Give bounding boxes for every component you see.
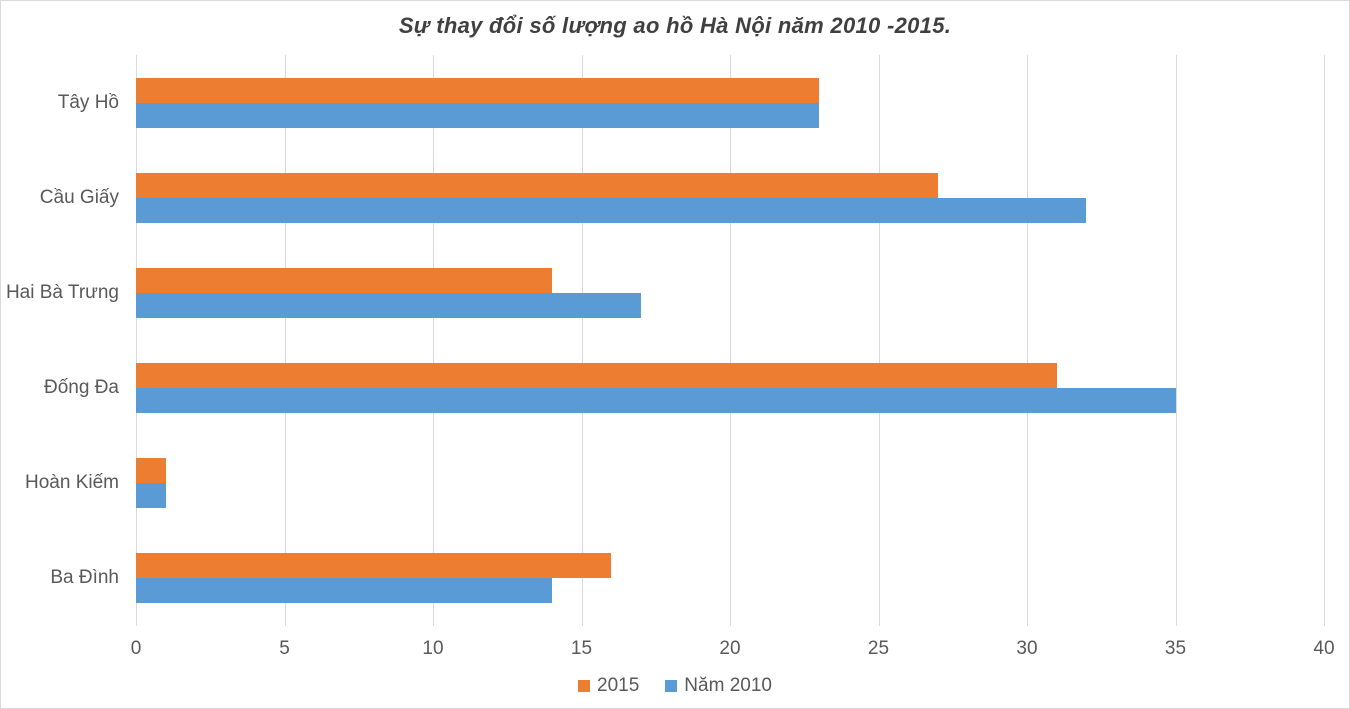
x-tick-label: 10	[422, 638, 444, 659]
gridline	[1027, 55, 1028, 626]
legend-item: 2015	[578, 675, 639, 697]
gridline	[284, 55, 286, 626]
x-tick-label: 15	[570, 638, 593, 659]
bar-2015-3	[136, 267, 552, 293]
bar-2015-6	[136, 553, 612, 579]
category-label: Hoàn Kiếm	[25, 472, 119, 494]
category-label: Đống Đa	[44, 377, 119, 399]
x-tick-label: 30	[1016, 638, 1038, 659]
x-tick-label: 0	[130, 638, 142, 659]
bar-năm-2010-3	[136, 292, 641, 318]
x-tick-label: 35	[1164, 638, 1187, 659]
bar-năm-2010-1	[136, 102, 820, 128]
legend: 2015 Năm 2010	[1, 675, 1349, 697]
gridline	[433, 55, 434, 626]
bar-năm-2010-4	[136, 388, 1176, 414]
chart-title: Sự thay đổi số lượng ao hồ Hà Nội năm 20…	[398, 13, 952, 38]
legend-label: Năm 2010	[684, 675, 772, 696]
gridline	[1175, 55, 1177, 626]
plot-area	[136, 55, 1325, 626]
legend-label: 2015	[597, 675, 640, 696]
gridline	[730, 55, 731, 626]
bar-2015-5	[136, 458, 166, 484]
bar-2015-1	[136, 77, 820, 103]
gridline	[581, 55, 583, 626]
category-label: Ba Đình	[50, 567, 119, 589]
bar-2015-2	[136, 172, 938, 198]
gridline	[1324, 55, 1325, 626]
legend-item: Năm 2010	[665, 675, 772, 697]
x-tick-label: 5	[279, 638, 290, 659]
x-tick-label: 40	[1313, 638, 1335, 659]
x-tick-label: 20	[719, 638, 741, 659]
bar-2015-4	[136, 363, 1057, 389]
bar-năm-2010-5	[136, 483, 166, 509]
x-tick-label: 25	[867, 638, 890, 659]
bar-năm-2010-2	[136, 197, 1087, 223]
legend-swatch-icon	[665, 680, 678, 692]
bar-năm-2010-6	[136, 578, 552, 604]
category-label: Hai Bà Trưng	[5, 281, 119, 303]
legend-swatch-icon	[578, 680, 591, 692]
category-label: Tây Hồ	[57, 91, 119, 113]
category-label: Cầu Giấy	[39, 186, 119, 208]
gridline	[878, 55, 880, 626]
gridline	[136, 55, 137, 626]
